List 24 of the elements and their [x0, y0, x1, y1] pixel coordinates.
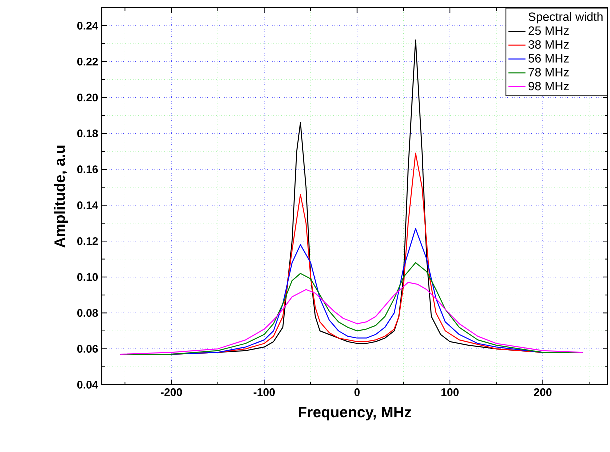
y-tick-label: 0.14	[78, 202, 98, 210]
x-tick-label: 0	[354, 388, 360, 396]
y-tick-label: 0.10	[78, 273, 98, 282]
legend-label: 38 MHz	[528, 40, 569, 49]
legend-title: Spectral width	[528, 12, 603, 24]
y-tick-label: 0.08	[78, 309, 98, 318]
y-tick-label: 0.22	[78, 58, 98, 66]
y-tick-label: 0.16	[78, 166, 98, 174]
legend-label: 78 MHz	[528, 68, 569, 77]
y-tick-label: 0.20	[78, 94, 98, 102]
x-tick-label: -200	[161, 388, 182, 396]
x-axis-title: Frequency, MHz	[299, 407, 412, 421]
y-tick-label: 0.18	[78, 130, 98, 138]
legend-label: 25 MHz	[528, 26, 569, 36]
y-axis-title: Amplitude, a.u	[54, 146, 68, 248]
y-tick-label: 0.04	[78, 381, 98, 389]
x-tick-label: -100	[254, 388, 276, 396]
y-tick-label: 0.06	[78, 345, 98, 353]
legend-label: 56 MHz	[528, 54, 569, 63]
x-tick-label: 200	[534, 388, 552, 396]
y-tick-label: 0.12	[78, 237, 98, 246]
y-tick-label: 0.24	[78, 22, 98, 30]
legend-label: 98 MHz	[528, 82, 569, 91]
x-tick-label: 100	[442, 388, 459, 396]
